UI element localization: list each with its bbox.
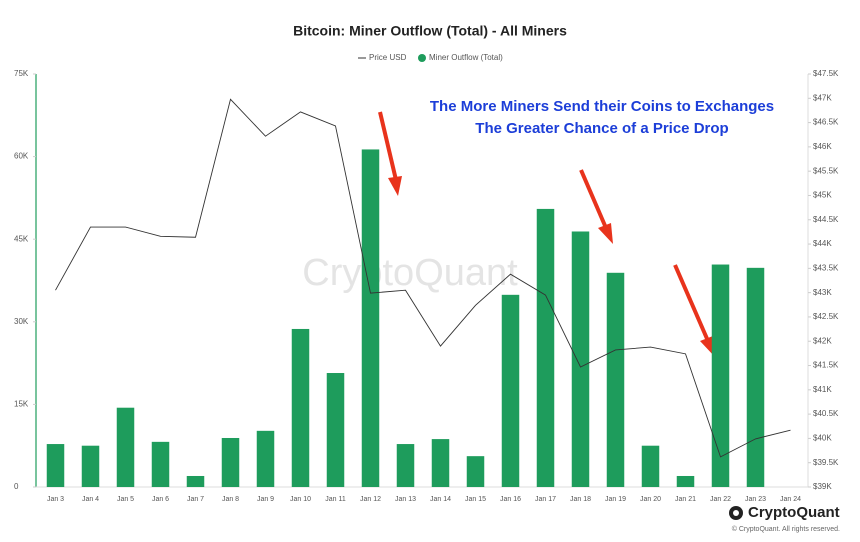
y-tick-label: 75K [14,69,29,78]
y-tick-label: 60K [14,152,29,161]
y-tick-label: 45K [14,234,29,243]
chart-title: Bitcoin: Miner Outflow (Total) - All Min… [293,23,567,39]
x-tick-label: Jan 11 [325,496,346,503]
price-line [55,98,791,458]
copyright: © CryptoQuant. All rights reserved. [732,525,840,533]
y-tick-label: 15K [14,400,29,409]
x-tick-label: Jan 10 [290,496,311,503]
y2-tick-label: $43.5K [813,263,839,272]
annotation-line: The More Miners Send their Coins to Exch… [430,98,774,115]
bar [291,328,310,487]
arrows [378,111,715,357]
bar [186,475,205,487]
watermark: CryptoQuant [302,252,518,294]
arrow [579,169,608,229]
y2-tick-label: $43K [813,288,832,297]
x-tick-label: Jan 3 [47,496,64,503]
bar [641,445,660,487]
x-tick-label: Jan 13 [395,496,416,503]
brand-logo [729,506,743,520]
bar [571,231,590,487]
y-tick-label: 30K [14,317,29,326]
x-tick-label: Jan 19 [605,496,626,503]
bar [676,475,695,487]
legend-swatch [418,54,426,62]
y2-tick-label: $42.5K [813,312,839,321]
y2-tick-label: $42K [813,336,832,345]
x-tick-label: Jan 8 [222,496,239,503]
y2-tick-label: $41.5K [813,361,839,370]
x-tick-label: Jan 23 [745,496,766,503]
arrow-head [598,223,613,244]
bar [326,373,345,487]
legend-label: Miner Outflow (Total) [429,53,503,62]
bar [606,272,625,487]
y2-tick-label: $39K [813,482,832,491]
y2-tick-label: $41K [813,385,832,394]
y2-tick-label: $44.5K [813,215,839,224]
brand: CryptoQuant [748,504,840,521]
y2-tick-label: $46K [813,142,832,151]
bar [221,437,240,487]
arrow [673,264,710,342]
y2-tick-label: $45K [813,191,832,200]
y2-tick-label: $47.5K [813,69,839,78]
x-tick-label: Jan 16 [500,496,521,503]
arrow [378,111,398,181]
bar [81,445,100,487]
bar [501,294,520,487]
y2-tick-label: $40K [813,434,832,443]
bar [361,149,380,487]
logo-icon-hole [733,510,739,516]
y2-tick-label: $40.5K [813,409,839,418]
x-tick-label: Jan 4 [82,496,99,503]
x-tick-label: Jan 20 [640,496,661,503]
y2-tick-label: $47K [813,93,832,102]
bar [46,444,65,487]
x-tick-label: Jan 9 [257,496,274,503]
y-tick-label: 0 [14,482,19,491]
x-tick-label: Jan 22 [710,496,731,503]
x-tick-label: Jan 18 [570,496,591,503]
bar [746,267,765,487]
bar [466,456,485,487]
legend-label: Price USD [369,53,407,62]
bar [396,444,415,487]
x-tick-label: Jan 5 [117,496,134,503]
arrow-head [700,336,715,357]
y2-tick-label: $39.5K [813,458,839,467]
bar [536,208,555,487]
x-tick-label: Jan 15 [465,496,486,503]
x-tick-label: Jan 14 [430,496,451,503]
y2-tick-label: $44K [813,239,832,248]
bar [431,439,450,487]
arrow-head [388,176,402,196]
x-tick-label: Jan 12 [360,496,381,503]
annotation-line: The Greater Chance of a Price Drop [475,120,728,137]
x-tick-label: Jan 21 [675,496,696,503]
bar [116,407,135,487]
y2-tick-label: $45.5K [813,166,839,175]
x-tick-label: Jan 17 [535,496,556,503]
x-tick-label: Jan 6 [152,496,169,503]
y2-tick-label: $46.5K [813,118,839,127]
bar [256,430,275,487]
bar [711,264,730,487]
bar [151,441,170,487]
x-tick-label: Jan 24 [780,496,801,503]
x-tick-label: Jan 7 [187,496,204,503]
